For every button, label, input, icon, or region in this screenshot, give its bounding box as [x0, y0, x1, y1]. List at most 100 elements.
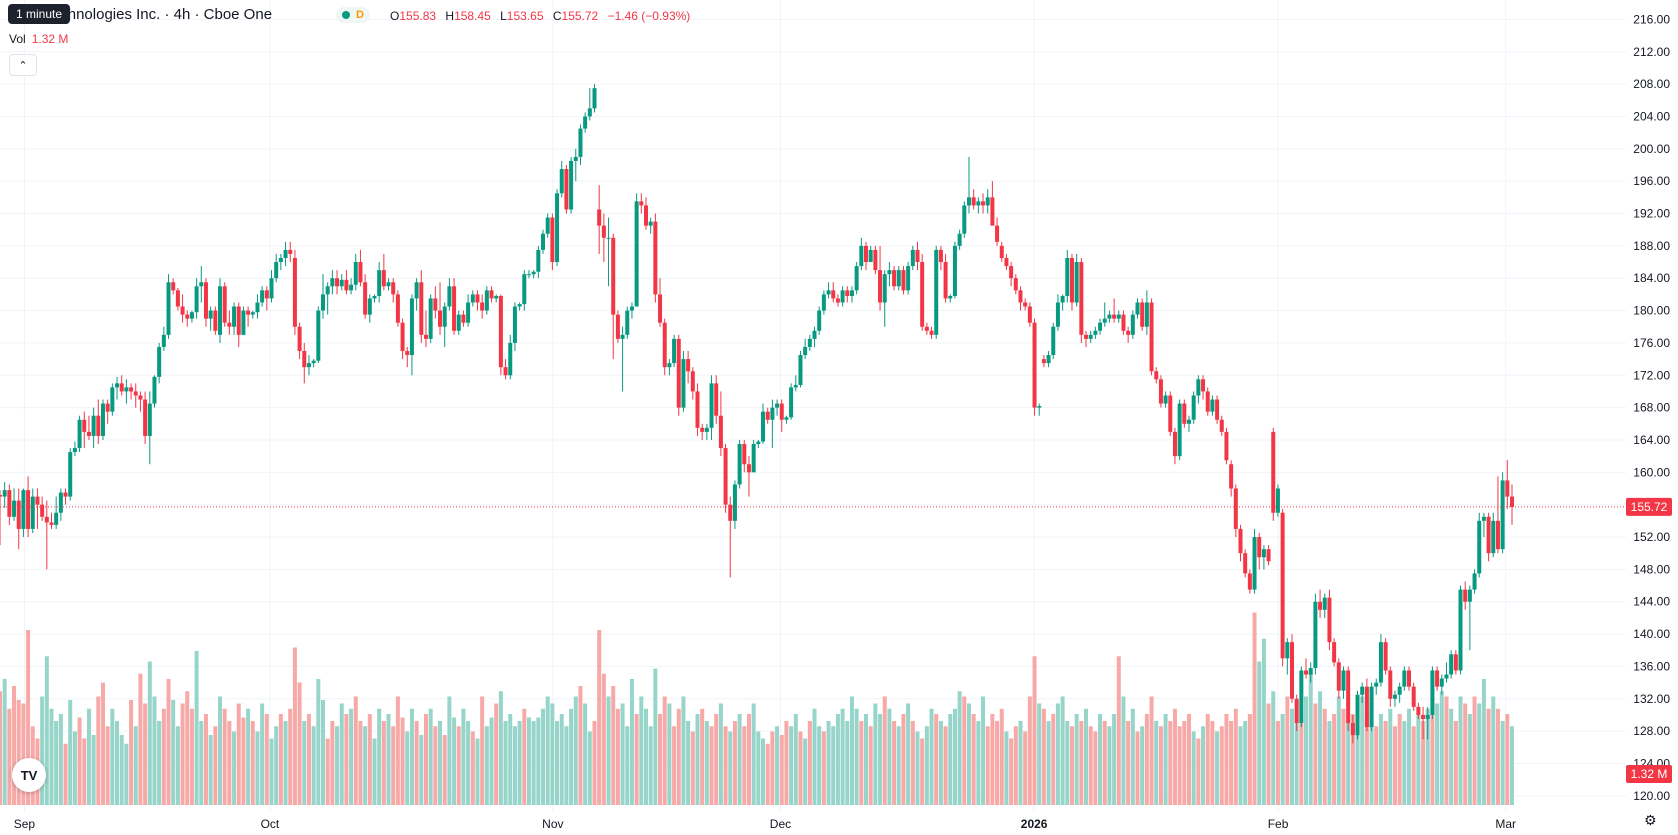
- candle-body: [892, 270, 897, 287]
- last-price-label: 155.72: [1631, 500, 1668, 514]
- volume-bar: [831, 726, 836, 805]
- candle-body: [381, 270, 386, 287]
- volume-bar: [1205, 714, 1210, 805]
- volume-bar: [587, 731, 592, 805]
- volume-bar: [1463, 703, 1468, 805]
- candle-body: [985, 197, 990, 206]
- candle-body: [480, 302, 485, 311]
- volume-bar: [0, 691, 2, 805]
- volume-bar: [1430, 696, 1435, 805]
- candle-body: [63, 492, 68, 497]
- low-label: L: [500, 9, 507, 23]
- price-tick-label: 188.00: [1633, 239, 1670, 253]
- volume-bar: [222, 708, 227, 805]
- candle-body: [1280, 512, 1285, 659]
- candle-body: [746, 464, 751, 473]
- candle-body: [854, 266, 859, 291]
- candle-body: [835, 298, 840, 303]
- candle-body: [1041, 359, 1046, 364]
- symbol-title[interactable]: Uber Technologies Inc. · 4h · Cboe One: [8, 6, 272, 23]
- volume-bar: [512, 726, 517, 805]
- volume-bar: [1472, 696, 1477, 805]
- volume-bar: [1313, 703, 1318, 805]
- candle-body: [1369, 686, 1374, 728]
- volume-bar: [1154, 721, 1159, 805]
- candle-body: [428, 298, 433, 339]
- candle-body: [662, 322, 667, 368]
- candle-body: [409, 298, 414, 356]
- volume-bar: [611, 686, 616, 805]
- candle-body: [353, 262, 358, 285]
- volume-bar: [278, 714, 283, 805]
- candle-body: [1500, 480, 1505, 550]
- candle-body: [700, 427, 705, 432]
- status-pill[interactable]: D: [336, 7, 370, 23]
- volume-bar: [639, 696, 644, 805]
- volume-bar: [189, 708, 194, 805]
- volume-bar: [203, 714, 208, 805]
- candle-body: [990, 197, 995, 226]
- volume-bar: [864, 714, 869, 805]
- volume-bar: [957, 691, 962, 805]
- volume-bar: [428, 708, 433, 805]
- candle-body: [1435, 670, 1440, 687]
- candle-body: [1112, 314, 1117, 319]
- volume-bar: [1215, 731, 1220, 805]
- volume-bar: [1032, 656, 1037, 805]
- candle-body: [606, 237, 611, 239]
- volume-bar: [821, 731, 826, 805]
- candle-body: [236, 306, 241, 335]
- volume-bar: [1004, 731, 1009, 805]
- volume-bar: [1360, 696, 1365, 805]
- price-axis[interactable]: 216.00 212.00 208.00 204.00 200.00 196.00 192.…: [1633, 12, 1670, 802]
- price-tick-label: 172.00: [1633, 368, 1670, 382]
- volume-bar: [522, 708, 527, 805]
- volume-bar: [1458, 696, 1463, 805]
- candle-body: [784, 417, 789, 420]
- volume-bar: [924, 726, 929, 805]
- candle-body: [274, 262, 279, 279]
- volume-bar: [1201, 726, 1206, 805]
- volume-bar: [920, 738, 925, 805]
- volume-bar: [391, 726, 396, 805]
- candle-body: [40, 504, 45, 517]
- candle-body: [1158, 379, 1163, 404]
- tradingview-logo[interactable]: TV: [12, 758, 46, 792]
- candle-body: [1374, 682, 1379, 687]
- candle-body: [952, 245, 957, 297]
- candle-body: [817, 310, 822, 331]
- volume-bar: [756, 731, 761, 805]
- candle-body: [110, 387, 115, 412]
- candle-body: [1187, 419, 1192, 424]
- volume-bar: [723, 726, 728, 805]
- candle-body: [419, 282, 424, 335]
- volume-bar: [658, 714, 663, 805]
- candle-body: [1121, 314, 1126, 331]
- candle-body: [1032, 322, 1037, 408]
- collapse-legend-button[interactable]: ⌃: [9, 54, 37, 76]
- volume-bar: [704, 721, 709, 805]
- time-axis[interactable]: Sep Oct Nov Dec 2026 Feb Mar: [14, 817, 1516, 831]
- volume-bar: [798, 731, 803, 805]
- candle-body: [395, 294, 400, 323]
- candle-body: [320, 294, 325, 311]
- candle-body: [1130, 314, 1135, 335]
- candle-body: [1060, 296, 1065, 303]
- volume-bar: [1009, 738, 1014, 805]
- volume-bar: [1322, 708, 1327, 805]
- volume-bar: [1425, 708, 1430, 805]
- volume-bar: [662, 696, 667, 805]
- market-status[interactable]: D: [336, 7, 370, 23]
- gear-icon[interactable]: ⚙: [1644, 812, 1657, 828]
- candle-body: [873, 249, 878, 271]
- candle-body: [189, 312, 194, 319]
- candle-body: [915, 249, 920, 263]
- volume-bar: [1411, 726, 1416, 805]
- volume-bar: [718, 703, 723, 805]
- volume-bar: [1112, 714, 1117, 805]
- volume-legend[interactable]: Vol 1.32 M: [9, 32, 68, 46]
- candle-body: [1416, 706, 1421, 715]
- volume-bar: [1196, 738, 1201, 805]
- volume-bar: [1140, 726, 1145, 805]
